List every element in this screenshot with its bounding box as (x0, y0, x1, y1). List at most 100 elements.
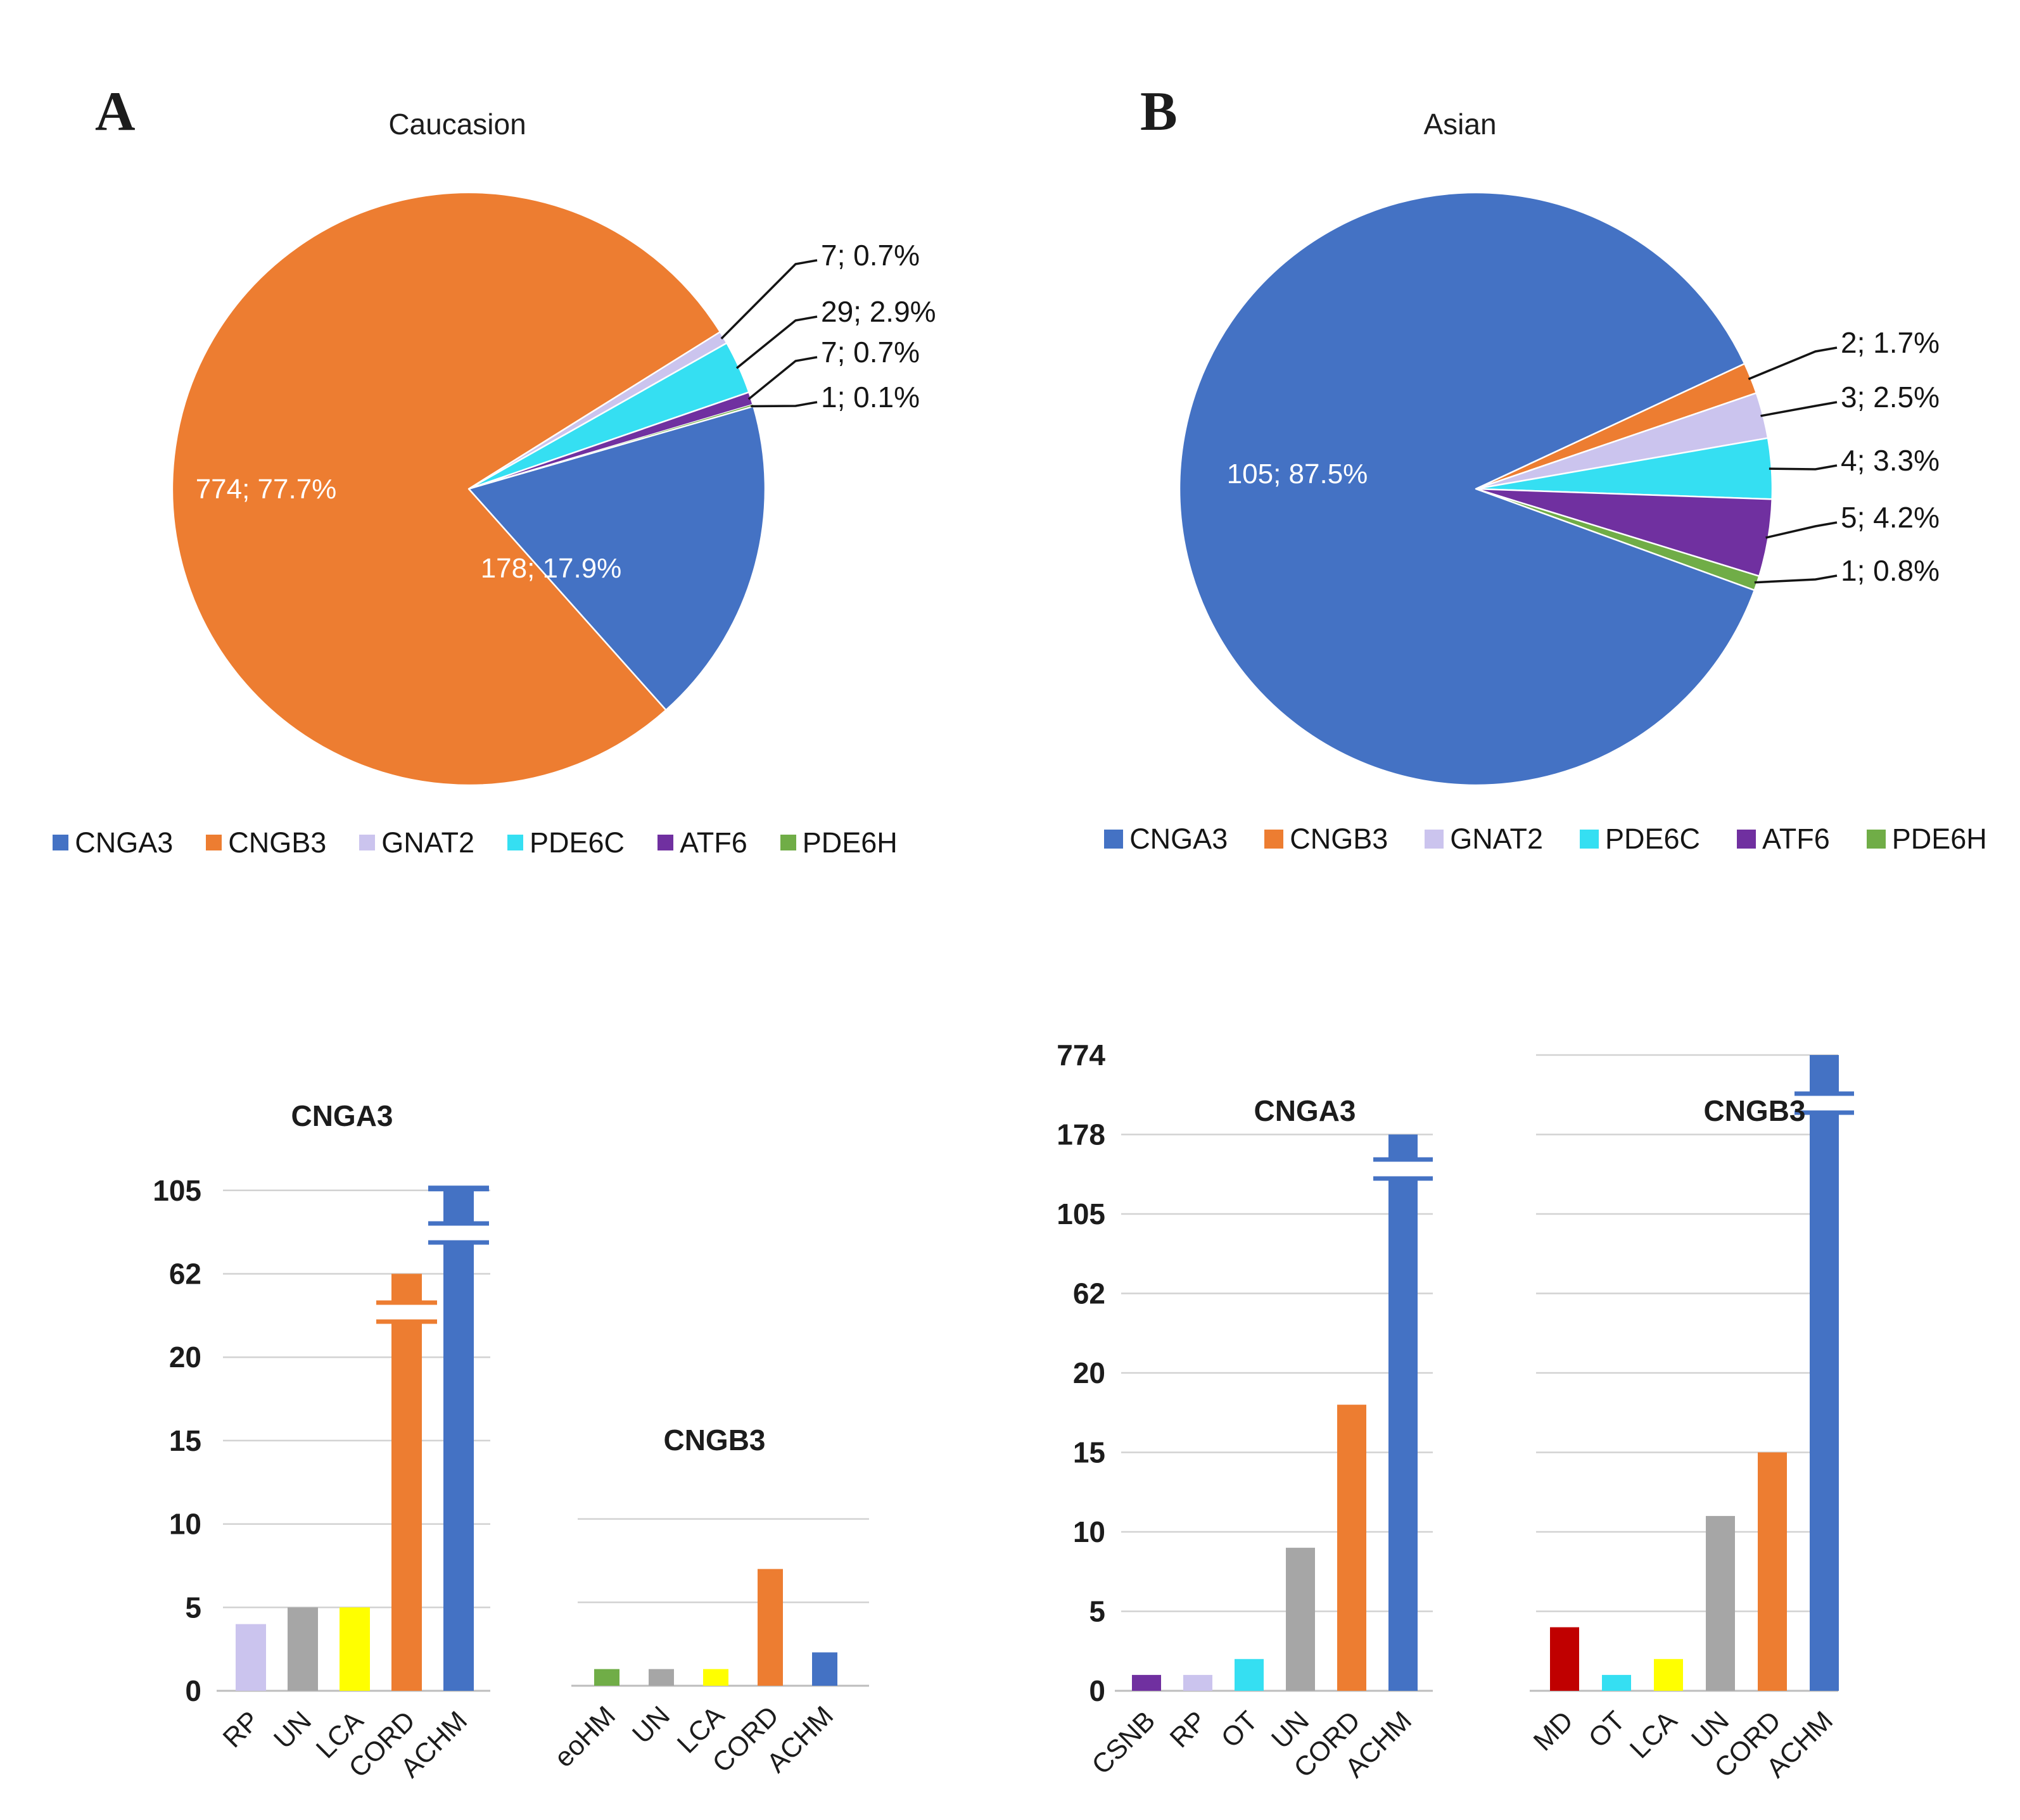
bar-ot (1602, 1674, 1631, 1691)
y-tick-label-178: 178 (1057, 1118, 1105, 1151)
legend-label-atf6: ATF6 (680, 826, 747, 859)
y-tick-label-0: 0 (185, 1674, 201, 1707)
callout-leader-pde6h (751, 401, 818, 408)
callout-label-atf6: 5; 4.2% (1841, 501, 1940, 534)
legend-label-pde6h: PDE6H (802, 826, 898, 859)
y-tick-label-15: 15 (1073, 1436, 1105, 1469)
legend-item-pde6c: PDE6C (507, 828, 625, 857)
x-category-label-rp: RP (217, 1705, 265, 1754)
legend-label-cngb3: CNGB3 (1290, 823, 1388, 855)
callout-label-gnat2: 7; 0.7% (821, 239, 920, 272)
bar-achm (443, 1190, 474, 1691)
x-category-label-un: UN (626, 1700, 676, 1750)
callout-leader-atf6 (1765, 521, 1838, 539)
y-tick-label-15: 15 (169, 1424, 201, 1457)
bar-lca (1654, 1659, 1683, 1691)
pie-slice-cnga3 (467, 405, 766, 711)
y-tick-label-62: 62 (1073, 1277, 1105, 1310)
callout-leader-atf6 (747, 356, 818, 400)
axis-break-gap (441, 1225, 476, 1241)
bar-title-asian-cnga3: CNGA3 (1254, 1094, 1356, 1127)
legend-swatch-gnat2-icon (1425, 829, 1444, 849)
pie-chart-asian: 105; 87.5% 2; 1.7% 3; 2.5% 4; 3.3% 5; 4.2% 1;… (1178, 191, 1940, 787)
bar-un (649, 1669, 674, 1686)
legend-label-gnat2: GNAT2 (381, 826, 474, 859)
legend-label-gnat2: GNAT2 (1450, 823, 1543, 855)
legend-item-pde6h: PDE6H (1866, 823, 1987, 855)
bar-un (1286, 1548, 1315, 1691)
legend-label-atf6: ATF6 (1762, 823, 1830, 855)
bar-md (1550, 1627, 1579, 1691)
legend-item-cngb3: CNGB3 (1264, 825, 1388, 853)
legend-swatch-cngb3-icon (1264, 829, 1284, 849)
pie-data-label-cnga3: 105; 87.5% (1227, 458, 1368, 490)
callout-label-pde6h: 1; 0.8% (1841, 554, 1940, 587)
bar-cord (758, 1569, 783, 1686)
bar-cord (1758, 1452, 1787, 1691)
legend-swatch-pde6c-icon (1579, 829, 1599, 849)
callout-leader-pde6h (1754, 574, 1838, 584)
callout-leader-gnat2 (720, 259, 818, 340)
legend-swatch-cnga3-icon (1104, 829, 1124, 849)
y-tick-label-0: 0 (1089, 1674, 1105, 1707)
legend-swatch-pde6h-icon (780, 835, 796, 850)
callout-leader-pde6c (1769, 464, 1838, 471)
bar-csnb (1132, 1674, 1161, 1691)
legend-label-pde6c: PDE6C (530, 826, 625, 859)
y-tick-label-62: 62 (169, 1258, 201, 1291)
bar-lca (340, 1607, 370, 1691)
pie-data-label-cngb3: 774; 77.7% (196, 474, 337, 505)
pie-a-title: Caucasion (388, 108, 526, 141)
callout-leader-gnat2 (1760, 401, 1838, 417)
callout-label-atf6: 7; 0.7% (821, 336, 920, 369)
legend-asian: CNGA3 CNGB3 GNAT2 PDE6C ATF6 PDE6H (1089, 825, 2002, 853)
legend-swatch-cngb3-icon (206, 835, 222, 850)
legend-swatch-gnat2-icon (359, 835, 376, 850)
y-tick-label-105: 105 (1057, 1198, 1105, 1230)
legend-item-cnga3: CNGA3 (1104, 825, 1228, 853)
pie-slice-cngb3 (171, 191, 721, 787)
callout-leader-pde6c (735, 315, 818, 369)
y-tick-label-20: 20 (1073, 1356, 1105, 1389)
bar-rp (236, 1624, 266, 1691)
y-tick-label-10: 10 (169, 1508, 201, 1541)
panel-a-letter: A (95, 81, 136, 142)
y-tick-label-105: 105 (153, 1174, 201, 1207)
pie-b-title: Asian (1423, 108, 1496, 141)
legend-item-gnat2: GNAT2 (359, 828, 474, 857)
y-tick-label-5: 5 (1089, 1595, 1105, 1628)
bar-achm (812, 1652, 837, 1686)
legend-label-pde6c: PDE6C (1604, 823, 1701, 855)
x-category-label-md: MD (1528, 1705, 1579, 1757)
legend-swatch-atf6-icon (657, 835, 674, 850)
callout-label-cngb3: 2; 1.7% (1841, 326, 1940, 359)
legend-swatch-atf6-icon (1737, 829, 1756, 849)
bar-un (288, 1607, 318, 1691)
legend-label-cnga3: CNGA3 (1129, 823, 1228, 855)
callout-label-pde6c: 29; 2.9% (821, 295, 936, 328)
legend-item-atf6: ATF6 (1737, 825, 1830, 853)
panel-b-letter: B (1140, 81, 1178, 142)
y-tick-label-20: 20 (169, 1341, 201, 1374)
x-category-label-csnb: CSNB (1086, 1705, 1161, 1780)
x-category-label-ot: OT (1216, 1705, 1264, 1754)
bar-cord (391, 1273, 422, 1691)
legend-item-gnat2: GNAT2 (1425, 825, 1543, 853)
x-category-label-lca: LCA (1624, 1705, 1683, 1764)
bar-title-caucasian-cnga3: CNGA3 (291, 1099, 393, 1132)
bar-title-caucasian-cngb3: CNGB3 (663, 1424, 765, 1457)
axis-break-gap (390, 1305, 424, 1320)
legend-label-pde6h: PDE6H (1891, 823, 1987, 855)
bar-title-asian-cngb3: CNGB3 (1703, 1094, 1805, 1127)
legend-item-cngb3: CNGB3 (206, 828, 326, 857)
x-category-label-un: UN (268, 1705, 317, 1755)
bar-ot (1235, 1659, 1264, 1691)
legend-swatch-cnga3-icon (53, 835, 69, 850)
callout-label-gnat2: 3; 2.5% (1841, 381, 1940, 414)
